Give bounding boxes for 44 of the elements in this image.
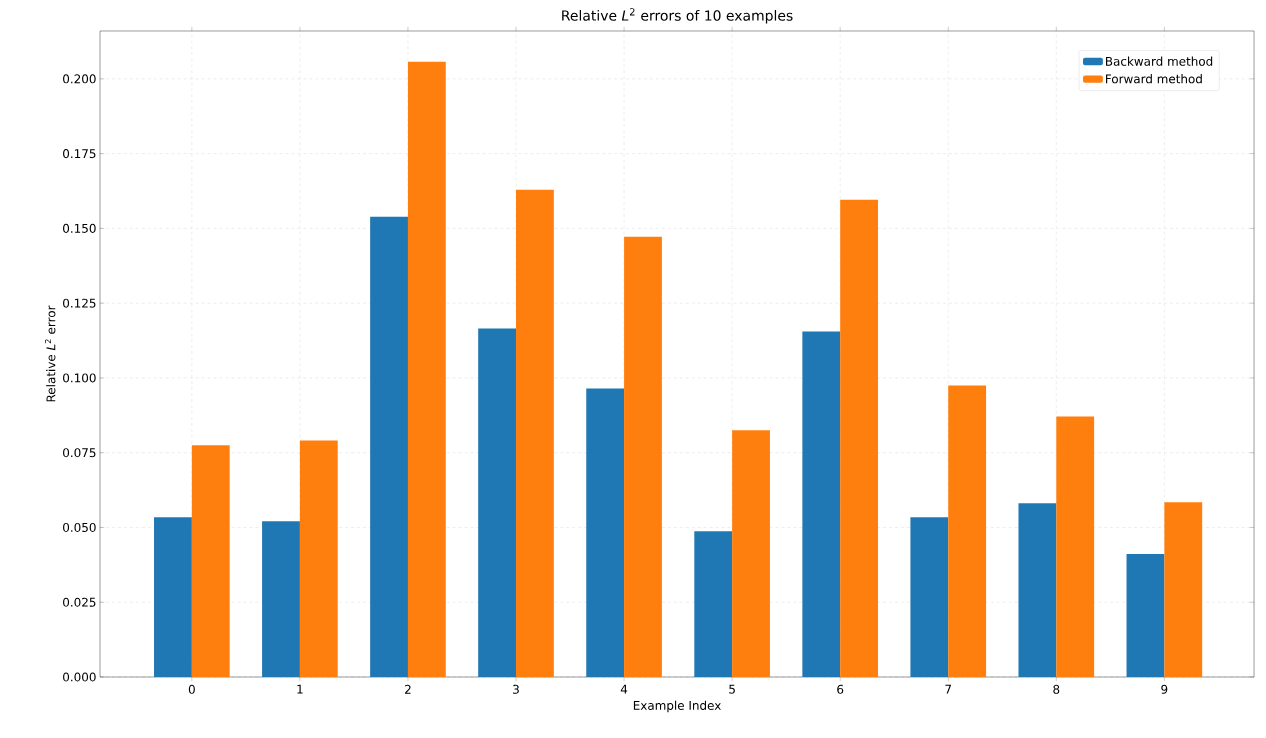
y-tick-label: 0.200 bbox=[63, 74, 96, 84]
bar bbox=[299, 440, 338, 677]
bar bbox=[262, 521, 300, 677]
x-tick-label: 8 bbox=[1053, 684, 1060, 694]
legend-label: Backward method bbox=[1106, 56, 1213, 66]
y-tick-label: 0.175 bbox=[63, 149, 96, 159]
y-tick-label: 0.075 bbox=[63, 448, 96, 458]
bar bbox=[948, 385, 987, 677]
bar bbox=[586, 388, 625, 677]
bar bbox=[407, 61, 446, 677]
bar bbox=[370, 216, 408, 677]
bar bbox=[154, 517, 192, 677]
bar bbox=[516, 189, 554, 677]
legend-label: Forward method bbox=[1106, 74, 1202, 84]
x-tick-label: 5 bbox=[729, 684, 735, 694]
x-tick-label: 0 bbox=[188, 684, 195, 694]
x-axis-title: Example Index bbox=[633, 700, 721, 713]
bar bbox=[1056, 416, 1095, 677]
bar bbox=[1126, 554, 1165, 677]
x-tick-label: 6 bbox=[837, 684, 844, 694]
x-tick-label: 7 bbox=[945, 684, 952, 694]
y-tick-label: 0.100 bbox=[63, 373, 96, 383]
x-tick-label: 1 bbox=[297, 684, 303, 694]
x-tick-label: 4 bbox=[620, 684, 628, 694]
y-tick-label: 0.150 bbox=[63, 223, 96, 233]
bar bbox=[478, 328, 517, 677]
bar bbox=[1164, 502, 1203, 677]
x-tick-label: 9 bbox=[1161, 684, 1168, 694]
y-axis-title: Relative L$^{2}$ error bbox=[44, 305, 56, 402]
x-tick-label: 3 bbox=[513, 684, 519, 694]
y-tick-label: 0.125 bbox=[63, 298, 96, 308]
bar bbox=[624, 236, 662, 677]
y-tick-label: 0.025 bbox=[63, 597, 96, 607]
bar bbox=[910, 517, 949, 677]
bar bbox=[840, 199, 878, 677]
chart-title: Relative L$^{2}$ errors of 10 examples bbox=[562, 8, 793, 24]
x-tick-label: 2 bbox=[405, 684, 411, 694]
bar bbox=[694, 531, 733, 677]
bar bbox=[1018, 503, 1057, 677]
bar bbox=[191, 445, 230, 677]
y-tick-label: 0.000 bbox=[63, 672, 96, 682]
bar bbox=[802, 331, 841, 677]
bar bbox=[732, 430, 770, 677]
y-tick-label: 0.050 bbox=[63, 522, 96, 532]
